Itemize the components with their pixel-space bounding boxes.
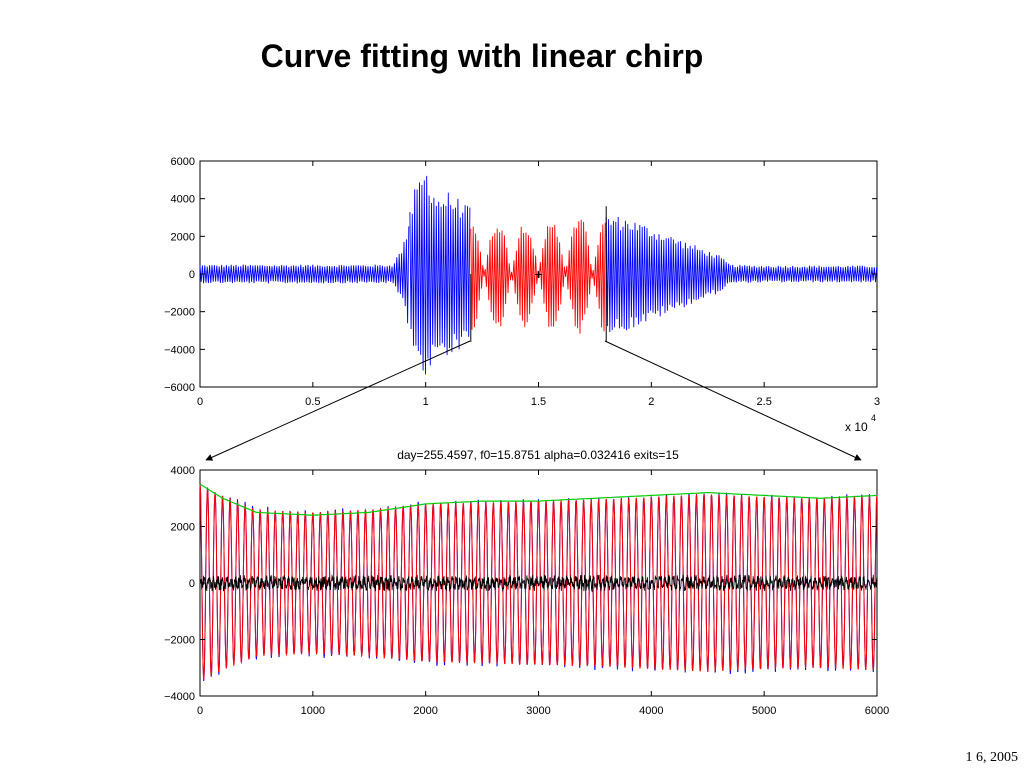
overview-chart: + 6000 4000 2000 0 −2000 −4000 −6000 0 0.5 1 1.5 2…	[164, 156, 880, 434]
y-tick-label: −4000	[164, 691, 195, 703]
zoom-chart-title: day=255.4597, f0=15.8751 alpha=0.032416 …	[397, 448, 679, 462]
overview-waveform: +	[199, 175, 878, 375]
overview-series-segment	[199, 226, 410, 324]
overview-x-axis: 0 0.5 1 1.5 2 2.5 3	[197, 161, 880, 408]
x-tick-label: 3000	[526, 705, 550, 717]
zoom-y-axis: 4000 2000 0 −2000 −4000	[164, 465, 877, 703]
y-tick-label: 4000	[171, 194, 195, 206]
y-tick-label: −2000	[164, 307, 195, 319]
zoom-arrow-left	[205, 340, 471, 461]
x-tick-label: 4000	[639, 705, 663, 717]
zoom-chart: day=255.4597, f0=15.8751 alpha=0.032416 …	[164, 448, 889, 717]
slide-footer: 1 6, 2005	[965, 750, 1019, 765]
x-tick-label: 0	[197, 396, 203, 408]
y-tick-label: 6000	[171, 156, 195, 168]
y-tick-label: 2000	[171, 522, 195, 534]
slide-title: Curve fitting with linear chirp	[260, 38, 704, 74]
x-tick-label: 1	[423, 396, 429, 408]
y-tick-label: 0	[189, 578, 195, 590]
x-tick-label: 0.5	[305, 396, 320, 408]
x-tick-label: 6000	[865, 705, 889, 717]
zoom-waveform	[199, 483, 878, 682]
y-tick-label: −6000	[164, 382, 195, 394]
x-multiplier-exponent: 4	[871, 413, 876, 423]
x-tick-label: 1.5	[531, 396, 546, 408]
x-multiplier-label: x 10	[845, 420, 868, 434]
y-tick-label: 2000	[171, 231, 195, 243]
x-tick-label: 5000	[752, 705, 776, 717]
x-tick-label: 2000	[413, 705, 437, 717]
overview-series-segment	[605, 216, 731, 333]
center-plus-marker: +	[534, 266, 542, 282]
x-tick-label: 2.5	[757, 396, 772, 408]
overview-y-axis: 6000 4000 2000 0 −2000 −4000 −6000	[164, 156, 877, 394]
overview-series-segment	[470, 219, 606, 334]
y-tick-label: −4000	[164, 344, 195, 356]
zoom-x-axis: 0 1000 2000 3000 4000 5000 6000	[197, 470, 889, 717]
y-tick-label: 0	[189, 269, 195, 281]
x-tick-label: 0	[197, 705, 203, 717]
x-tick-label: 1000	[301, 705, 325, 717]
zoom-upper-envelope	[199, 483, 878, 516]
zoom-arrow-right	[604, 340, 862, 461]
overview-series-segment	[729, 264, 878, 283]
overview-series-segment	[409, 175, 471, 375]
x-tick-label: 3	[874, 396, 880, 408]
zoom-series-residual	[199, 573, 878, 593]
y-tick-label: 4000	[171, 465, 195, 477]
y-tick-label: −2000	[164, 635, 195, 647]
x-tick-label: 2	[648, 396, 654, 408]
